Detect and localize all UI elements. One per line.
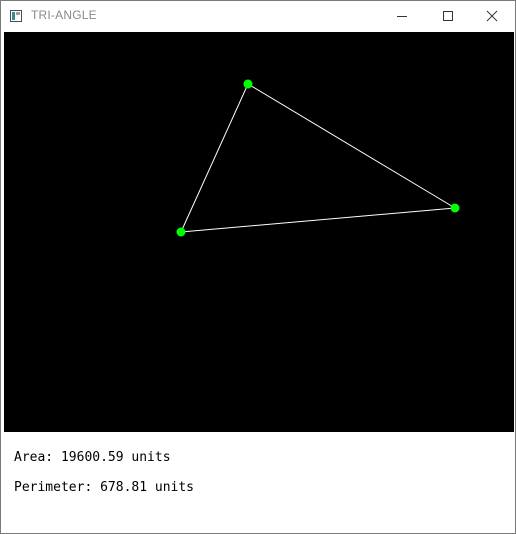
info-panel: Area: 19600.59 units Perimeter: 678.81 u…: [4, 432, 514, 532]
area-readout: Area: 19600.59 units: [14, 450, 171, 465]
close-button[interactable]: [469, 1, 515, 31]
triangle-edge-top-right: [247, 83, 456, 209]
vertex-handle-left[interactable]: [176, 227, 186, 237]
title-bar[interactable]: TRI-ANGLE: [1, 1, 515, 31]
vertex-handle-top[interactable]: [243, 79, 253, 89]
app-icon: [10, 10, 22, 22]
perimeter-readout: Perimeter: 678.81 units: [14, 480, 195, 495]
minimize-icon: [397, 16, 407, 17]
triangle: [180, 83, 456, 233]
maximize-icon: [443, 11, 453, 21]
triangle-edge-left-top: [180, 83, 249, 233]
triangle-edge-right-left: [180, 207, 456, 233]
vertex-handle-right[interactable]: [450, 203, 460, 213]
close-icon: [486, 10, 498, 22]
minimize-button[interactable]: [379, 1, 425, 31]
drawing-canvas[interactable]: [4, 32, 514, 432]
canvas-background: [4, 32, 514, 432]
window-title: TRI-ANGLE: [31, 8, 97, 22]
maximize-button[interactable]: [425, 1, 471, 31]
